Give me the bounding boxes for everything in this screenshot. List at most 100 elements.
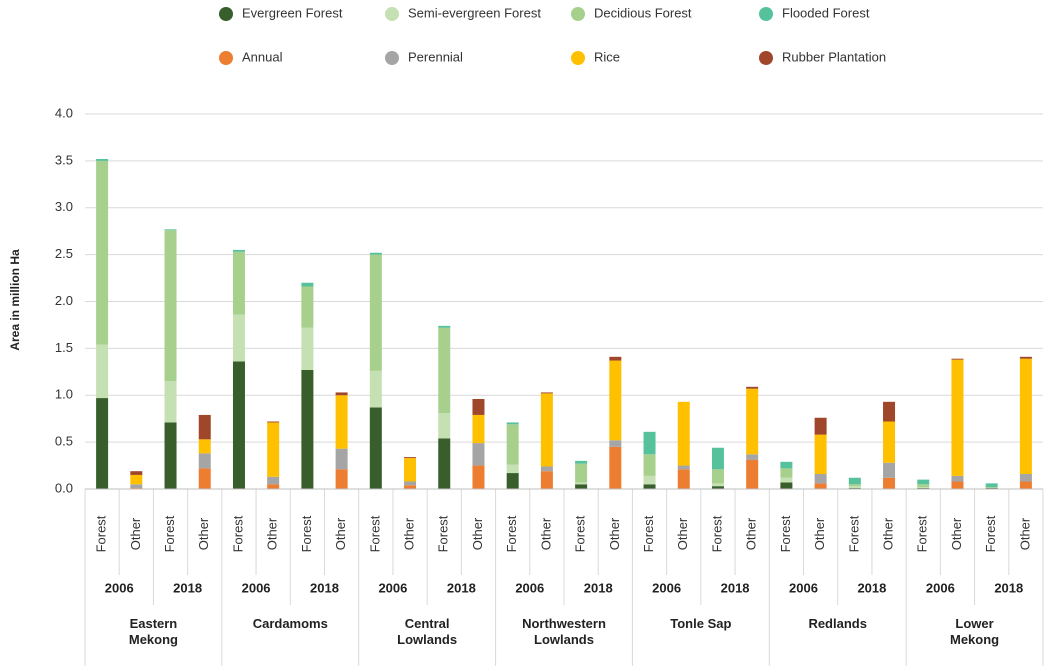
bar-segment xyxy=(301,327,314,370)
bar-segment xyxy=(917,484,930,488)
y-tick-label: 0.0 xyxy=(55,480,73,495)
bar-segment xyxy=(575,463,588,483)
bar-segment xyxy=(883,462,896,478)
bar-segment xyxy=(575,460,588,464)
bar-segment xyxy=(883,477,896,489)
bar-segment xyxy=(711,486,724,489)
x-tick-label: Forest xyxy=(983,515,998,552)
bar-segment xyxy=(198,453,211,469)
year-label: 2006 xyxy=(652,580,681,595)
x-tick-label: Forest xyxy=(573,515,588,552)
bar-segment xyxy=(883,421,896,463)
region-label: Cardamoms xyxy=(252,616,328,631)
year-label: 2006 xyxy=(242,580,271,595)
bar-segment xyxy=(677,401,690,466)
bar-segment xyxy=(1019,474,1032,482)
bar-segment xyxy=(472,443,485,466)
bar-segment xyxy=(883,401,896,422)
bar-segment xyxy=(540,471,553,489)
x-tick-label: Forest xyxy=(162,515,177,552)
x-tick-label: Other xyxy=(1017,517,1032,550)
bar-segment xyxy=(130,471,143,475)
x-tick-label: Forest xyxy=(709,515,724,552)
bar-segment xyxy=(951,359,964,476)
bar-segment xyxy=(746,386,759,389)
bar-segment xyxy=(917,487,930,489)
year-label: 2006 xyxy=(926,580,955,595)
year-label: 2006 xyxy=(378,580,407,595)
bar-segment xyxy=(609,356,622,361)
year-label: 2018 xyxy=(584,580,613,595)
legend-label: Semi-evergreen Forest xyxy=(408,5,541,20)
bar-segment xyxy=(1019,356,1032,359)
bar-segment xyxy=(404,457,417,459)
bar-segment xyxy=(335,392,348,396)
bar-segment xyxy=(232,361,245,489)
legend-marker xyxy=(219,51,233,65)
region-label: Central Lowlands xyxy=(397,616,458,647)
bar-segment xyxy=(96,160,109,345)
bar-segment xyxy=(301,282,314,287)
bar-segment xyxy=(746,459,759,489)
bar-segment xyxy=(780,477,793,483)
x-tick-label: Forest xyxy=(846,515,861,552)
bar-segment xyxy=(1019,358,1032,474)
x-tick-label: Other xyxy=(333,517,348,550)
x-tick-label: Other xyxy=(128,517,143,550)
bar-segment xyxy=(267,484,280,489)
bar-segment xyxy=(814,434,827,474)
bar-segment xyxy=(814,417,827,435)
bar-segment xyxy=(609,360,622,441)
bar-segment xyxy=(951,481,964,489)
bar-segment xyxy=(404,458,417,482)
legend-marker xyxy=(385,51,399,65)
bar-segment xyxy=(96,344,109,399)
bar-segment xyxy=(506,424,519,465)
bar-segment xyxy=(198,439,211,454)
bar-segment xyxy=(506,464,519,474)
region-label: Northwestern Lowlands xyxy=(522,616,606,647)
region-label: Lower Mekong xyxy=(950,616,1000,647)
bar-segment xyxy=(369,252,382,255)
x-tick-label: Other xyxy=(880,517,895,550)
x-tick-label: Other xyxy=(196,517,211,550)
bar-segment xyxy=(985,487,998,489)
bar-segment xyxy=(267,476,280,485)
bar-segment xyxy=(369,370,382,408)
bar-segment xyxy=(677,469,690,489)
y-tick-label: 0.5 xyxy=(55,434,73,449)
bar-segment xyxy=(540,392,553,394)
x-tick-label: Other xyxy=(401,517,416,550)
x-tick-label: Other xyxy=(470,517,485,550)
bar-segment xyxy=(848,486,861,489)
region-label: Redlands xyxy=(808,616,867,631)
y-tick-label: 1.5 xyxy=(55,340,73,355)
bar-segment xyxy=(780,461,793,469)
bar-segment xyxy=(951,358,964,360)
y-tick-label: 2.0 xyxy=(55,293,73,308)
x-tick-label: Other xyxy=(812,517,827,550)
bar-segment xyxy=(472,465,485,489)
legend-marker xyxy=(571,51,585,65)
legend-label: Decidious Forest xyxy=(594,5,692,20)
bar-segment xyxy=(746,454,759,460)
x-tick-label: Forest xyxy=(230,515,245,552)
bar-segment xyxy=(814,483,827,489)
bar-segment xyxy=(438,327,451,414)
region-label: Tonle Sap xyxy=(670,616,732,631)
bar-segment xyxy=(472,414,485,444)
bar-segment xyxy=(369,407,382,489)
bar-segment xyxy=(438,413,451,439)
region-label: Eastern Mekong xyxy=(128,616,178,647)
y-tick-label: 3.5 xyxy=(55,152,73,167)
x-tick-label: Other xyxy=(675,517,690,550)
bar-segment xyxy=(711,447,724,470)
bar-segment xyxy=(164,230,177,382)
x-tick-label: Forest xyxy=(504,515,519,552)
year-label: 2018 xyxy=(173,580,202,595)
bar-segment xyxy=(746,388,759,455)
x-tick-label: Other xyxy=(949,517,964,550)
bar-segment xyxy=(301,369,314,489)
